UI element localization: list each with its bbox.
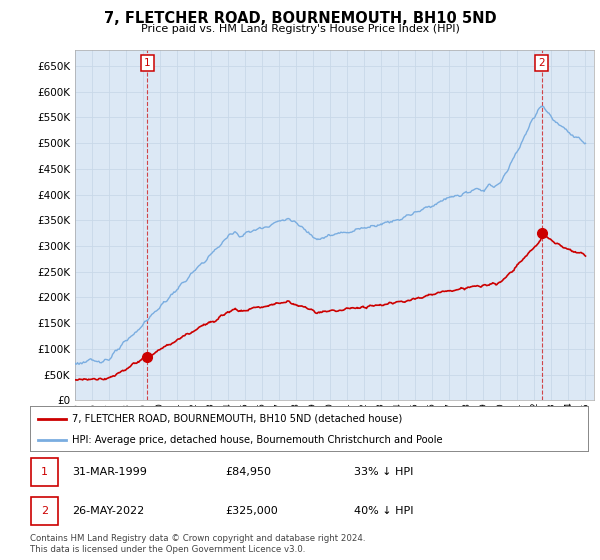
Text: 2: 2	[538, 58, 545, 68]
FancyBboxPatch shape	[31, 458, 58, 486]
Text: £325,000: £325,000	[226, 506, 278, 516]
Text: 26-MAY-2022: 26-MAY-2022	[72, 506, 144, 516]
Text: 1: 1	[144, 58, 151, 68]
Text: 33% ↓ HPI: 33% ↓ HPI	[353, 467, 413, 477]
Text: 7, FLETCHER ROAD, BOURNEMOUTH, BH10 5ND (detached house): 7, FLETCHER ROAD, BOURNEMOUTH, BH10 5ND …	[72, 413, 402, 423]
Text: 1: 1	[41, 467, 48, 477]
Text: HPI: Average price, detached house, Bournemouth Christchurch and Poole: HPI: Average price, detached house, Bour…	[72, 435, 442, 445]
FancyBboxPatch shape	[31, 497, 58, 525]
Text: 31-MAR-1999: 31-MAR-1999	[72, 467, 147, 477]
Text: 7, FLETCHER ROAD, BOURNEMOUTH, BH10 5ND: 7, FLETCHER ROAD, BOURNEMOUTH, BH10 5ND	[104, 11, 496, 26]
Text: 2: 2	[41, 506, 48, 516]
Text: Price paid vs. HM Land Registry's House Price Index (HPI): Price paid vs. HM Land Registry's House …	[140, 24, 460, 34]
Text: Contains HM Land Registry data © Crown copyright and database right 2024.
This d: Contains HM Land Registry data © Crown c…	[30, 534, 365, 554]
Text: £84,950: £84,950	[226, 467, 271, 477]
Text: 40% ↓ HPI: 40% ↓ HPI	[353, 506, 413, 516]
